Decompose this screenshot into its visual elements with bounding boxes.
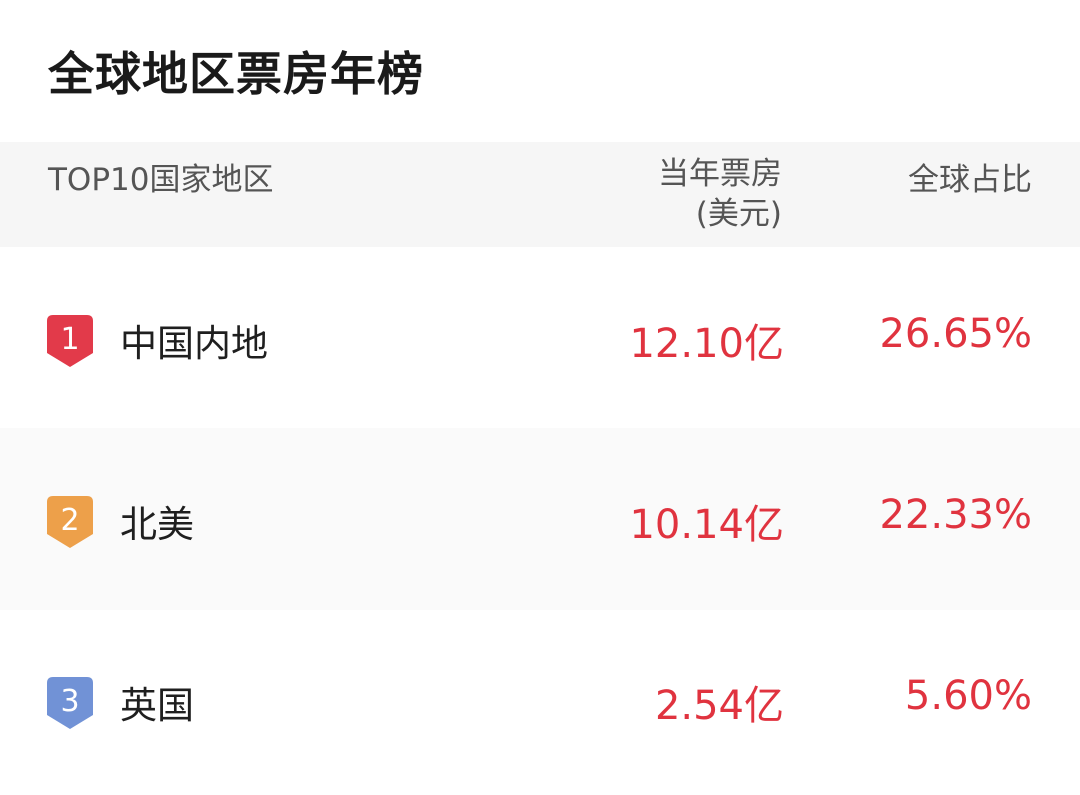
- region-name: 英国: [120, 684, 194, 727]
- region-name: 北美: [120, 503, 194, 546]
- header-boxoffice-label: 当年票房: [658, 156, 782, 192]
- boxoffice-value: 2.54亿: [654, 683, 784, 729]
- boxoffice-value: 10.14亿: [629, 502, 784, 548]
- table-row[interactable]: 3 英国 2.54亿 5.60%: [0, 609, 1080, 791]
- rank-number: 2: [60, 503, 79, 538]
- share-value: 5.60%: [904, 673, 1032, 719]
- region-name: 中国内地: [120, 322, 268, 365]
- share-value: 22.33%: [879, 492, 1032, 538]
- table-row[interactable]: 1 中国内地 12.10亿 26.65%: [0, 247, 1080, 429]
- header-share: 全球占比: [908, 162, 1032, 198]
- rank-badge-icon: 1: [47, 315, 93, 367]
- header-boxoffice-unit: (美元): [695, 196, 782, 232]
- share-value: 26.65%: [879, 311, 1032, 357]
- rank-number: 3: [60, 684, 79, 719]
- rank-badge-icon: 3: [47, 677, 93, 729]
- rank-number: 1: [60, 322, 79, 357]
- header-boxoffice: 当年票房 (美元): [658, 154, 782, 234]
- boxoffice-value: 12.10亿: [629, 321, 784, 367]
- header-region: TOP10国家地区: [48, 162, 274, 198]
- table-row[interactable]: 2 北美 10.14亿 22.33%: [0, 428, 1080, 610]
- page-title: 全球地区票房年榜: [48, 47, 424, 101]
- rank-badge-icon: 2: [47, 496, 93, 548]
- table-header: TOP10国家地区 当年票房 (美元) 全球占比: [0, 142, 1080, 247]
